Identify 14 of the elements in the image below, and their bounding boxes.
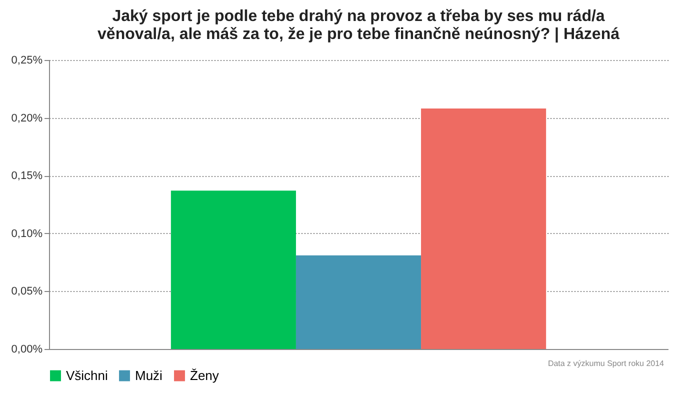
y-tick-label: 0,05% [11, 286, 43, 298]
bar [421, 108, 546, 349]
text: Data z výzkumu Sport roku 2014 [548, 359, 665, 368]
bar [296, 255, 422, 349]
y-tick-label: 0,00% [11, 344, 43, 356]
chart-title: Jaký sport je podle tebe drahý na provoz a třeba by ses mu rád/a věnoval/a, ale máš za to, že je pro tebe finančně neúnosný? | Házená [98, 8, 620, 43]
legend-label: Všichni [66, 368, 108, 383]
legend-label: Muži [135, 368, 163, 383]
bar [170, 190, 296, 349]
y-tick-label: 0,10% [11, 228, 43, 240]
y-tick-label: 0,20% [11, 112, 43, 124]
y-tick-label: 0,25% [11, 54, 43, 66]
legend-label: Ženy [190, 368, 220, 383]
y-tick-label: 0,15% [11, 170, 43, 182]
